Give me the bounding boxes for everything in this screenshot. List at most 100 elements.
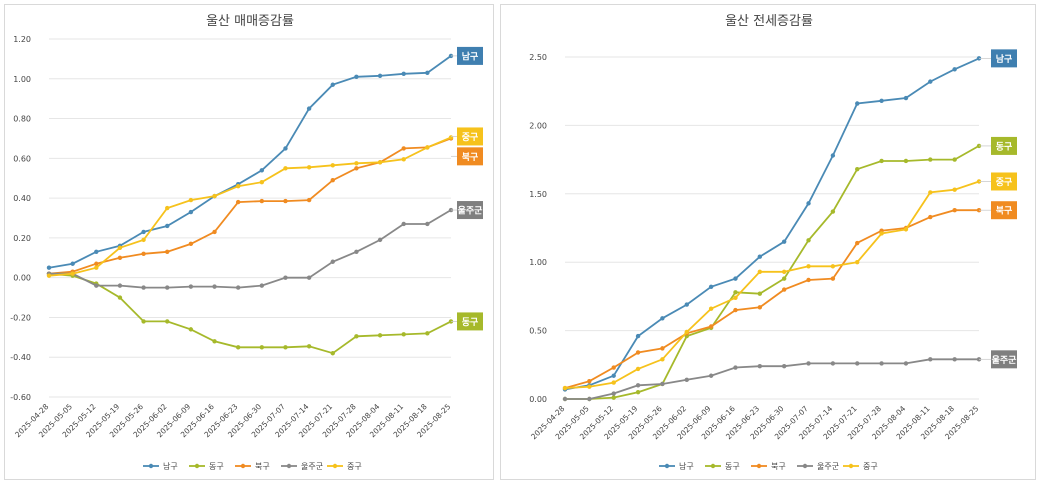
- data-point: [377, 333, 383, 338]
- legend-marker[interactable]: [332, 463, 338, 469]
- data-point: [330, 163, 335, 168]
- callout-label: 북구: [996, 206, 1013, 217]
- y-tick-label: 1.20: [13, 35, 31, 44]
- legend-label[interactable]: 울주군: [817, 462, 839, 471]
- data-point: [952, 208, 957, 213]
- y-tick-label: 0.50: [529, 327, 547, 336]
- callout-label: 남구: [996, 53, 1013, 65]
- data-point: [283, 166, 288, 171]
- series-line: [564, 209, 979, 389]
- data-point: [830, 361, 836, 366]
- y-tick-label: -0.20: [10, 313, 31, 322]
- data-point: [587, 384, 592, 389]
- data-point: [684, 302, 689, 307]
- y-tick-label: 0.80: [13, 115, 31, 124]
- legend-label[interactable]: 울주군: [301, 462, 323, 471]
- data-point: [757, 269, 763, 274]
- legend-marker[interactable]: [848, 463, 854, 469]
- legend-marker[interactable]: [194, 463, 200, 469]
- data-point: [976, 179, 982, 184]
- data-point: [94, 261, 99, 266]
- data-point: [660, 381, 665, 387]
- data-point: [259, 283, 265, 288]
- series-line: [48, 272, 452, 355]
- data-point: [830, 153, 836, 158]
- data-point: [401, 146, 406, 151]
- data-point: [806, 264, 811, 269]
- series-line: [565, 145, 980, 400]
- data-point: [401, 332, 406, 337]
- y-tick-label: 1.00: [529, 258, 547, 267]
- data-point: [354, 334, 359, 339]
- legend-label[interactable]: 북구: [771, 462, 786, 471]
- data-point: [903, 227, 909, 232]
- data-point: [165, 285, 170, 290]
- data-point: [212, 339, 217, 344]
- data-point: [903, 95, 909, 101]
- legend-marker[interactable]: [756, 463, 762, 469]
- chart-title: 울산 전세증감률: [725, 14, 813, 29]
- legend-marker[interactable]: [240, 463, 246, 469]
- data-point: [830, 264, 836, 269]
- data-point: [425, 70, 430, 76]
- data-point: [354, 249, 359, 255]
- data-point: [928, 157, 933, 162]
- legend-label[interactable]: 동구: [209, 462, 224, 471]
- legend-marker[interactable]: [710, 463, 716, 469]
- data-point: [259, 345, 265, 350]
- data-point: [377, 160, 383, 165]
- callout-badge: [457, 312, 483, 331]
- legend-label[interactable]: 남구: [679, 462, 694, 471]
- legend-label[interactable]: 중구: [347, 462, 362, 471]
- chart-panel-sales: 울산 매매증감률 1.20 1.00 0.80 0.60 0.40 0.20 0.00 -0.2…: [4, 4, 494, 480]
- data-point: [306, 344, 312, 349]
- y-tick-label: -0.40: [10, 353, 31, 362]
- data-point: [684, 329, 689, 335]
- chart-jeonse: 울산 전세증감률2.502.001.501.000.500.002025-04-…: [529, 14, 1018, 471]
- legend-marker[interactable]: [148, 463, 154, 469]
- data-point: [354, 161, 359, 166]
- y-tick-label: 0.60: [13, 154, 31, 163]
- data-point: [879, 158, 884, 164]
- data-point: [562, 396, 568, 402]
- data-point: [235, 345, 241, 350]
- data-point: [70, 261, 75, 266]
- data-point: [306, 165, 312, 170]
- y-tick-label: 1.50: [529, 190, 547, 199]
- series-line: [565, 358, 979, 400]
- series-line: [48, 55, 452, 269]
- data-point: [188, 284, 194, 289]
- data-point: [806, 238, 811, 243]
- data-point: [283, 345, 288, 350]
- data-point: [330, 178, 335, 183]
- data-point: [757, 254, 763, 259]
- legend-label[interactable]: 북구: [255, 462, 270, 471]
- legend-label[interactable]: 동구: [725, 462, 740, 471]
- data-point: [401, 157, 406, 162]
- data-point: [448, 135, 454, 140]
- y-tick-label: 0.00: [13, 274, 31, 283]
- data-point: [952, 187, 957, 192]
- legend-label[interactable]: 중구: [863, 462, 878, 471]
- data-point: [708, 373, 714, 378]
- data-point: [635, 333, 641, 339]
- data-point: [259, 198, 265, 204]
- data-point: [635, 383, 641, 388]
- data-point: [757, 363, 763, 369]
- data-point: [635, 366, 641, 372]
- legend-marker[interactable]: [802, 463, 808, 469]
- data-point: [660, 357, 665, 362]
- callout-label: 중구: [462, 132, 479, 143]
- data-point: [188, 241, 194, 247]
- legend-marker[interactable]: [286, 463, 292, 469]
- legend-label[interactable]: 남구: [163, 462, 178, 471]
- data-point: [781, 287, 787, 292]
- data-point: [830, 209, 836, 214]
- callout-label: 울주군: [992, 354, 1018, 366]
- data-point: [708, 306, 714, 311]
- data-point: [330, 259, 335, 264]
- data-point: [733, 307, 738, 313]
- legend-marker[interactable]: [664, 463, 670, 469]
- data-point: [976, 357, 982, 362]
- data-point: [330, 82, 335, 87]
